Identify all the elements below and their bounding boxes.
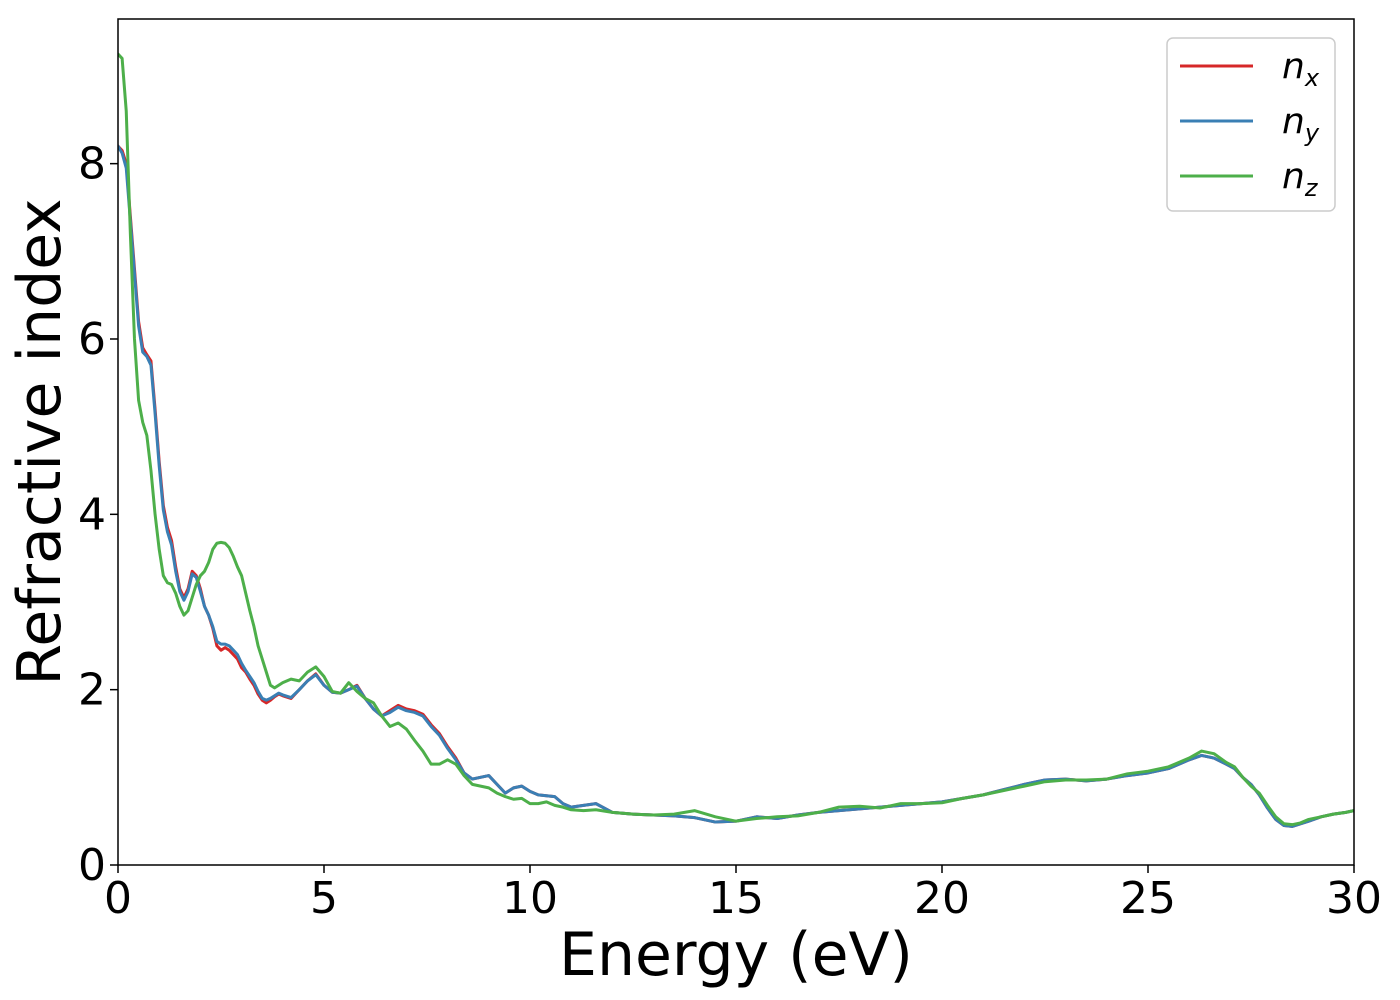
legend: nx ny nz [1166,37,1336,212]
x-axis-ticks: 0 5 10 15 20 25 30 [104,865,1382,924]
plot-area [117,18,1355,866]
legend-label-nx: nx [1282,46,1320,92]
y-axis-label: Refractive index [5,198,75,685]
x-tick-label: 25 [1120,873,1176,924]
y-axis-ticks: 0 2 4 6 8 [78,139,118,891]
legend-label-ny: ny [1282,101,1320,147]
legend-label-nz: nz [1282,156,1319,202]
legend-box [1166,37,1336,212]
series-line-nz [118,52,1354,827]
x-tick-label: 30 [1326,873,1382,924]
y-tick-label: 4 [78,489,106,540]
x-tick-label: 5 [310,873,338,924]
y-tick-label: 6 [78,314,106,365]
series-layer [118,52,1354,828]
y-tick-label: 0 [78,840,106,891]
x-tick-label: 20 [914,873,970,924]
y-tick-label: 2 [78,665,106,716]
x-axis-label: Energy (eV) [559,920,913,990]
x-tick-label: 0 [104,873,132,924]
x-tick-label: 15 [708,873,764,924]
y-tick-label: 8 [78,139,106,190]
x-tick-label: 10 [502,873,558,924]
